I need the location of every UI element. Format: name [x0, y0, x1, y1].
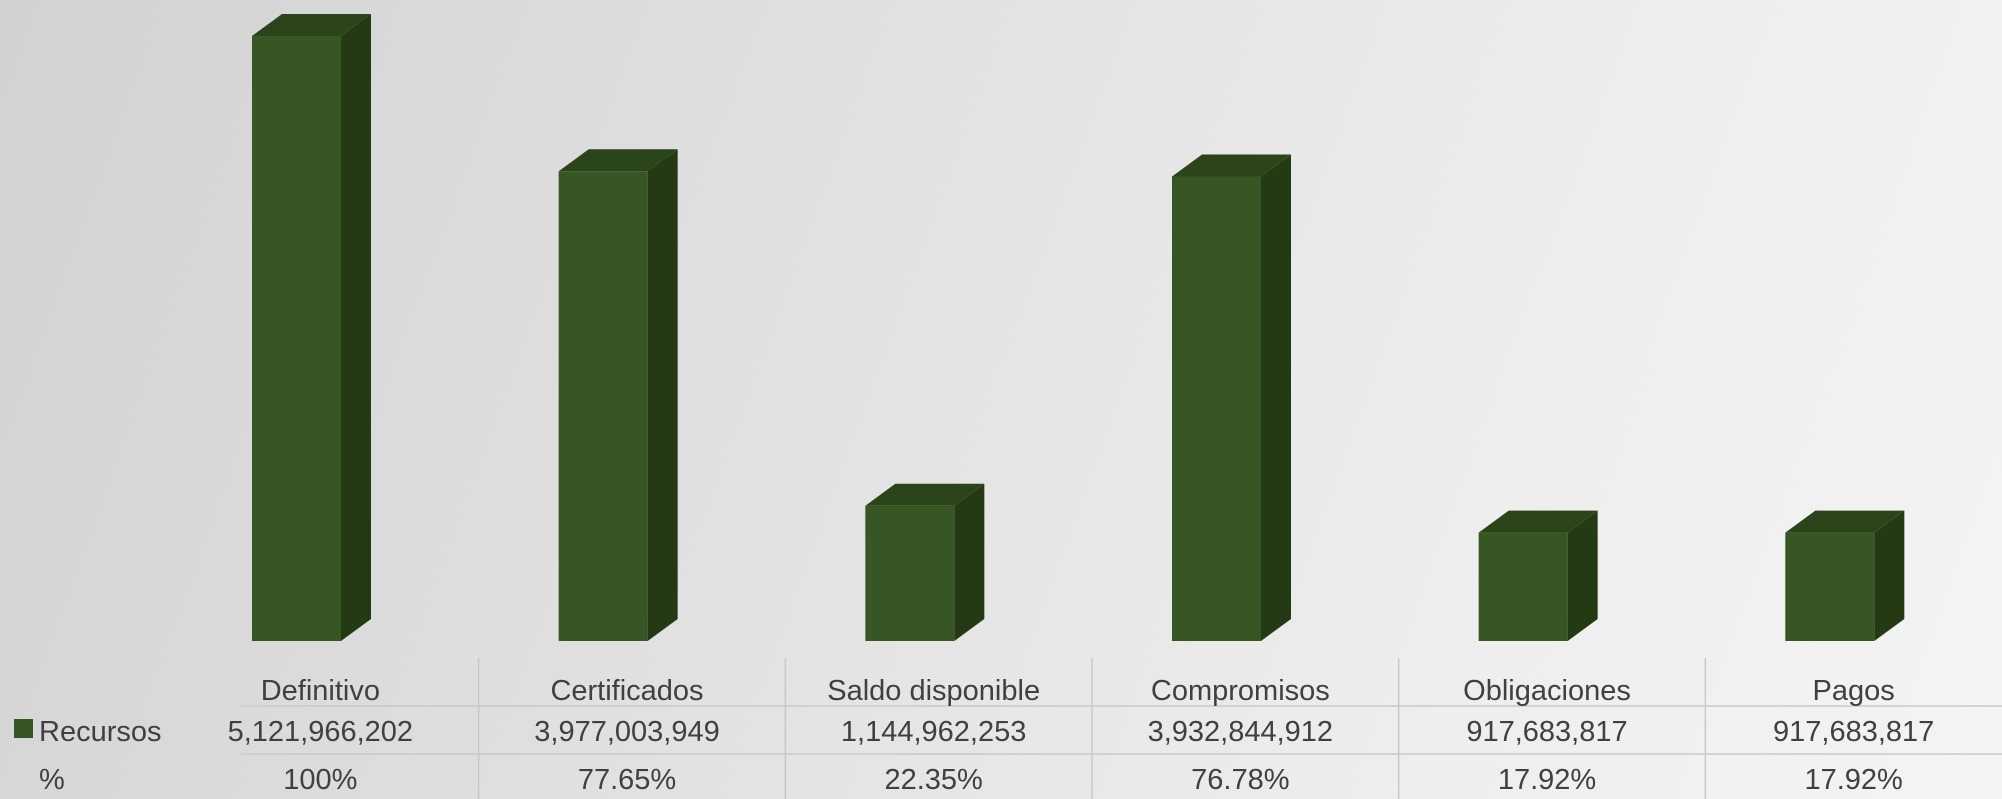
table-row: % 100% 77.65% 22.35% 76.78% 17.92% 17.92%	[39, 764, 1903, 796]
bar-compromisos	[1172, 154, 1291, 641]
data-table: Definitivo Certificados Saldo disponible Co…	[14, 658, 2002, 799]
table-cell: 100%	[283, 764, 357, 796]
table-cell: 22.35%	[884, 764, 982, 796]
row-label: %	[39, 764, 65, 796]
bar-obligaciones	[1478, 510, 1598, 641]
bar-top-face	[558, 149, 678, 172]
bar-front-face	[1785, 532, 1875, 641]
bar-side-face	[1261, 154, 1291, 641]
table-cell: 76.78%	[1191, 764, 1289, 796]
bar-side-face	[954, 483, 985, 641]
table-cell: 3,932,844,912	[1148, 716, 1333, 748]
bars-layer	[252, 14, 1905, 641]
table-cell: 917,683,817	[1466, 716, 1627, 748]
category-label: Obligaciones	[1463, 675, 1631, 707]
bar-side-face	[1567, 510, 1598, 641]
bar-top-face	[252, 14, 371, 36]
bar-side-face	[341, 14, 371, 641]
bar-side-face	[647, 149, 678, 641]
bar-definitivo	[252, 14, 371, 641]
category-label: Certificados	[550, 675, 703, 707]
table-row: Recursos 5,121,966,202 3,977,003,949 1,144,…	[14, 716, 1934, 748]
bar-saldo-disponible	[865, 483, 985, 641]
bar-side-face	[1874, 510, 1905, 641]
bar-top-face	[1785, 510, 1905, 533]
legend-swatch	[14, 719, 33, 738]
category-label: Compromisos	[1151, 675, 1330, 707]
table-cell: 77.65%	[578, 764, 676, 796]
bar-front-face	[865, 505, 955, 641]
bar-certificados	[558, 149, 678, 641]
row-label: Recursos	[39, 716, 162, 748]
bar-top-face	[1478, 510, 1598, 533]
table-cell: 17.92%	[1498, 764, 1596, 796]
bar-pagos	[1785, 510, 1905, 641]
bar-front-face	[558, 171, 648, 641]
table-cell: 5,121,966,202	[228, 716, 413, 748]
table-cell: 917,683,817	[1773, 716, 1934, 748]
table-cell: 1,144,962,253	[841, 716, 1026, 748]
bar-top-face	[865, 483, 985, 506]
category-label: Saldo disponible	[827, 675, 1040, 707]
table-cell: 17.92%	[1804, 764, 1902, 796]
bar-top-face	[1172, 154, 1291, 177]
category-label: Pagos	[1813, 675, 1895, 707]
table-cell: 3,977,003,949	[534, 716, 719, 748]
bar-front-face	[252, 36, 341, 641]
bar-front-face	[1478, 532, 1568, 641]
category-label: Definitivo	[261, 675, 380, 707]
bar-front-face	[1172, 176, 1261, 641]
